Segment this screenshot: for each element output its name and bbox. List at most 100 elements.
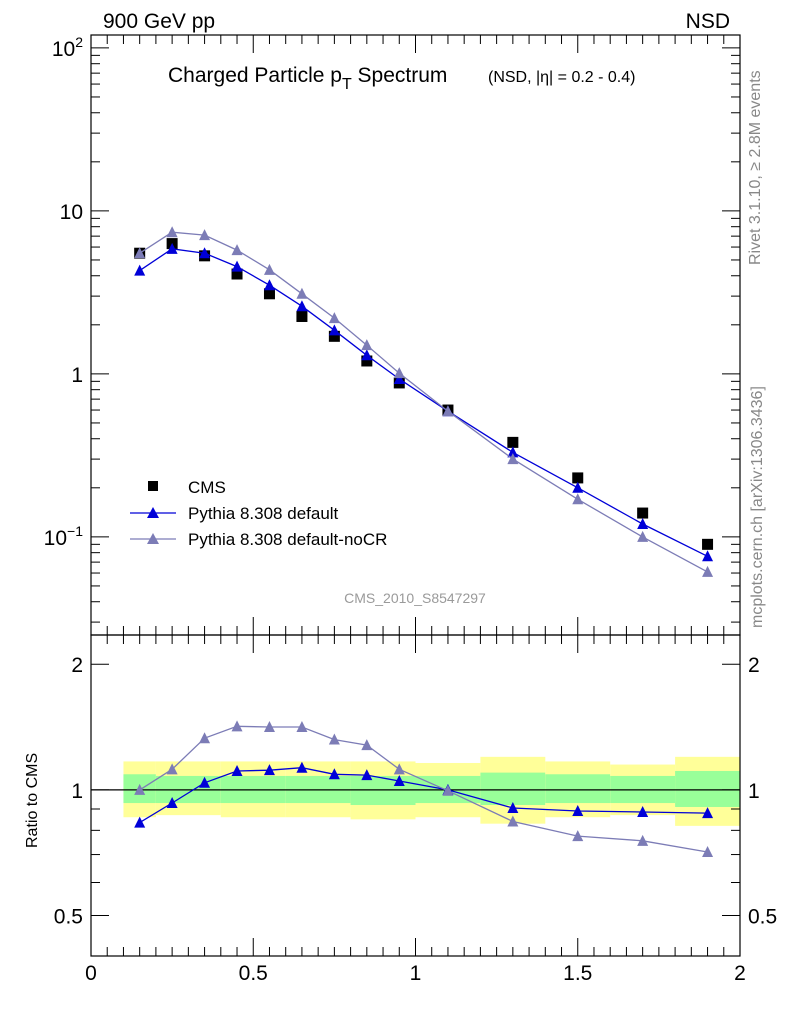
ratio-point [572, 805, 584, 817]
ratio-point [231, 764, 243, 776]
ratio-point [572, 830, 584, 842]
ratio-point [296, 720, 308, 732]
ratio-point [637, 834, 649, 846]
legend-label-nocr: Pythia 8.308 default-noCR [188, 530, 387, 549]
band-green [545, 774, 611, 804]
ratio-y-tick-label-left: 0.5 [54, 906, 83, 929]
mc-point [637, 517, 649, 529]
ratio-point [199, 776, 211, 788]
ratio-point [361, 769, 373, 781]
legend-marker-cms [148, 481, 158, 491]
chart-title: Charged Particle pT Spectrum [168, 64, 447, 93]
header-left: 900 GeV pp [103, 10, 215, 33]
band-green [675, 770, 740, 807]
mc-point [199, 247, 211, 259]
ratio-point [393, 763, 405, 775]
ratio-point [263, 720, 275, 732]
ratio-y-tick-label-right: 2 [748, 654, 760, 677]
mc-point [507, 446, 519, 458]
chart-title-note: (NSD, |η| = 0.2 - 0.4) [488, 69, 635, 86]
ratio-point [231, 720, 243, 732]
ratio-point [166, 797, 178, 809]
mc-point [442, 405, 454, 417]
x-tick-label: 1.5 [563, 962, 592, 985]
ratio-point [296, 761, 308, 773]
ratio-point [328, 768, 340, 780]
data-point [263, 288, 275, 300]
mc-point [393, 373, 405, 385]
header-right: NSD [686, 10, 730, 33]
ratio-y-tick-label-right: 0.5 [748, 906, 777, 929]
legend-label-default: Pythia 8.308 default [188, 504, 339, 523]
data-point [231, 268, 243, 280]
main-panel: 102 10 1 10−1 [44, 34, 741, 956]
mc-point [231, 244, 243, 256]
main-y-tick-label: 10 [60, 201, 83, 224]
mc-point [166, 226, 178, 238]
legend-label-cms: CMS [188, 478, 226, 497]
mc-point [134, 247, 146, 259]
mc-point [361, 349, 373, 361]
ratio-y-tick-label-right: 1 [748, 780, 760, 803]
mc-point [263, 279, 275, 291]
main-axis-ticks [90, 35, 741, 956]
data-point [296, 310, 308, 322]
ratio-point [263, 764, 275, 776]
ratio-point [393, 775, 405, 787]
mc-point [199, 229, 211, 241]
data-point [702, 538, 714, 550]
ratio-series-1 [134, 720, 714, 857]
data-point [361, 355, 373, 367]
ratio-uncertainty-bands [91, 756, 740, 826]
mc-point [134, 264, 146, 276]
legend-marker-default [147, 507, 159, 518]
data-point [328, 330, 340, 342]
ratio-point [134, 783, 146, 795]
main-y-tick-labels: 102 10 1 10−1 [44, 34, 84, 550]
main-y-tick-label: 102 [52, 34, 83, 61]
ratio-series-line [139, 725, 708, 853]
ratio-y-tick-label-left: 2 [71, 654, 83, 677]
ratio-point [702, 807, 714, 819]
mc-point [702, 550, 714, 562]
mc-point [361, 339, 373, 351]
ratio-panel: 2 2 1 1 0.5 0.5 0 0.5 1 1.5 2 [54, 634, 777, 985]
mc-point [507, 453, 519, 465]
mc-point [296, 287, 308, 299]
ratio-series-0 [134, 761, 714, 828]
main-y-tick-label: 10−1 [44, 523, 84, 550]
main-series-2 [134, 226, 714, 577]
ratio-y-axis-label: Ratio to CMS [24, 753, 41, 848]
x-tick-label: 0.5 [239, 962, 268, 985]
ratio-y-tick-labels: 2 2 1 1 0.5 0.5 [54, 654, 777, 928]
ratio-point [328, 733, 340, 745]
mc-point [328, 324, 340, 336]
ratio-point [507, 801, 519, 813]
side-label-source: mcplots.cern.ch [arXiv:1306.3436] [749, 386, 766, 628]
ratio-point [507, 815, 519, 827]
mc-point [166, 242, 178, 254]
data-point [572, 472, 584, 484]
ratio-point [442, 784, 454, 796]
ratio-series [134, 720, 714, 857]
ratio-point [199, 732, 211, 744]
mc-point [263, 263, 275, 275]
main-series-line [139, 248, 708, 557]
mc-point [231, 260, 243, 272]
x-tick-label: 1 [410, 962, 422, 985]
legend-marker-nocr [147, 533, 159, 544]
x-tick-labels: 0 0.5 1 1.5 2 [85, 962, 746, 985]
mc-point [702, 565, 714, 577]
main-series-line [139, 231, 708, 573]
mc-point [572, 481, 584, 493]
mc-point [637, 530, 649, 542]
mc-point [296, 300, 308, 312]
data-point [637, 507, 649, 519]
main-series [134, 226, 714, 577]
mc-point [328, 312, 340, 324]
ratio-point [637, 806, 649, 818]
ratio-point [134, 816, 146, 828]
x-tick-label: 0 [85, 962, 97, 985]
x-tick-label: 2 [734, 962, 746, 985]
